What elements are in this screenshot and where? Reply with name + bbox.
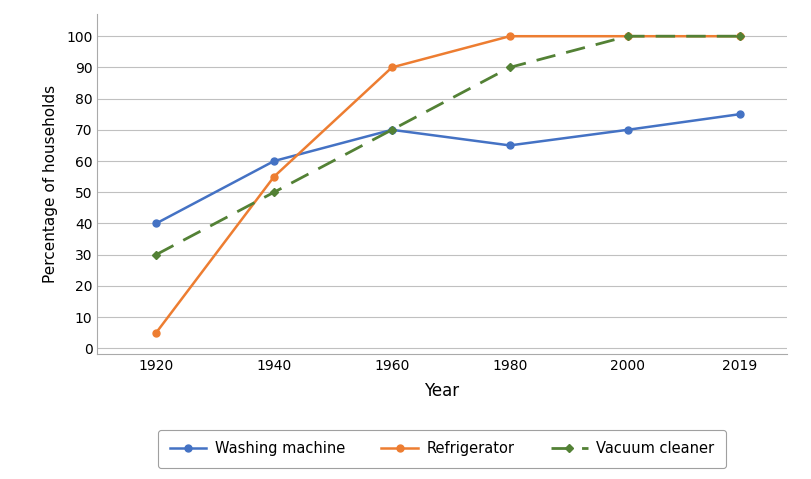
Washing machine	[152, 220, 161, 226]
Refrigerator	[387, 65, 397, 70]
Line: Washing machine: Washing machine	[152, 111, 743, 227]
Refrigerator	[623, 34, 633, 39]
Line: Refrigerator: Refrigerator	[152, 33, 743, 336]
Vacuum cleaner	[735, 34, 744, 39]
Line: Vacuum cleaner: Vacuum cleaner	[153, 34, 742, 257]
X-axis label: Year: Year	[424, 382, 460, 399]
Vacuum cleaner	[387, 127, 397, 133]
Vacuum cleaner	[269, 189, 279, 195]
Washing machine	[269, 158, 279, 164]
Washing machine	[387, 127, 397, 133]
Refrigerator	[505, 34, 515, 39]
Washing machine	[735, 111, 744, 117]
Y-axis label: Percentage of households: Percentage of households	[43, 85, 58, 284]
Vacuum cleaner	[623, 34, 633, 39]
Refrigerator	[269, 174, 279, 180]
Vacuum cleaner	[505, 65, 515, 70]
Refrigerator	[735, 34, 744, 39]
Washing machine	[623, 127, 633, 133]
Washing machine	[505, 143, 515, 148]
Vacuum cleaner	[152, 252, 161, 258]
Refrigerator	[152, 330, 161, 335]
Legend: Washing machine, Refrigerator, Vacuum cleaner: Washing machine, Refrigerator, Vacuum cl…	[158, 430, 726, 468]
